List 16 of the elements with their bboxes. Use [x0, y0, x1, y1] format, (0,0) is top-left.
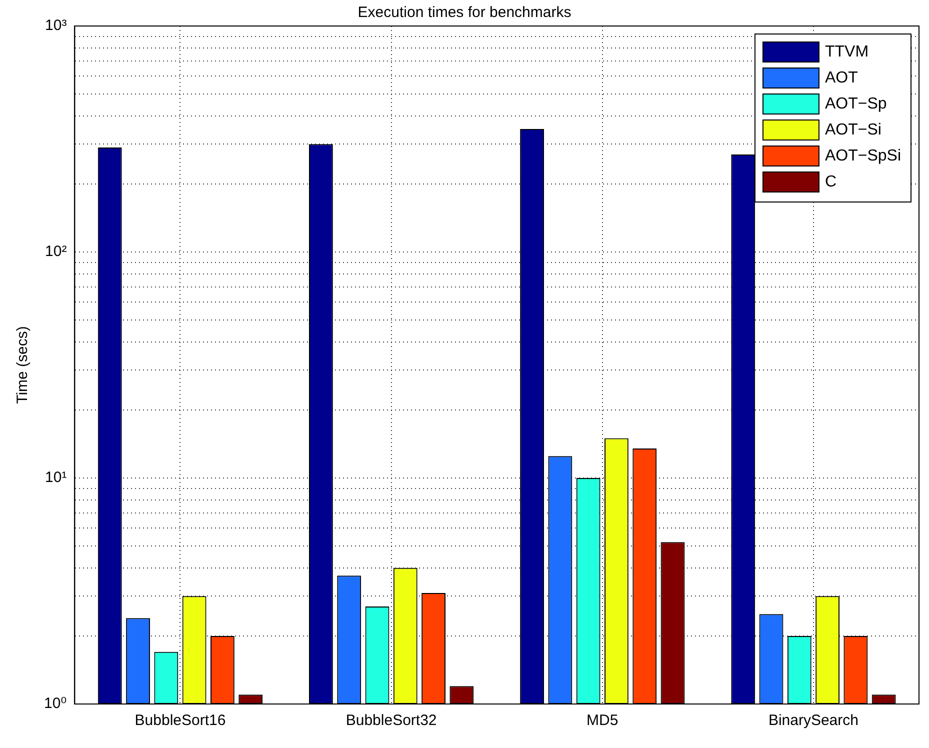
legend-label: C — [824, 173, 837, 190]
x-tick-label: BinarySearch — [768, 712, 858, 730]
x-tick-label: MD5 — [586, 712, 618, 730]
legend-label: AOT−Sp — [824, 95, 887, 112]
x-tick-label: BubbleSort32 — [346, 712, 437, 730]
legend-label: TTVM — [824, 43, 869, 60]
y-tick-label: 10² — [45, 243, 67, 260]
legend-label: AOT−SpSi — [824, 147, 901, 164]
y-tick-label: 10³ — [45, 17, 67, 34]
y-axis-title: Time (secs) — [14, 326, 32, 404]
y-tick-label: 10⁰ — [44, 695, 67, 712]
legend-label: AOT — [824, 69, 858, 86]
x-tick-label: BubbleSort16 — [134, 712, 226, 730]
y-tick-label: 10¹ — [45, 469, 67, 486]
chart-title: Execution times for benchmarks — [358, 4, 572, 22]
legend-label: AOT−Si — [824, 121, 882, 138]
